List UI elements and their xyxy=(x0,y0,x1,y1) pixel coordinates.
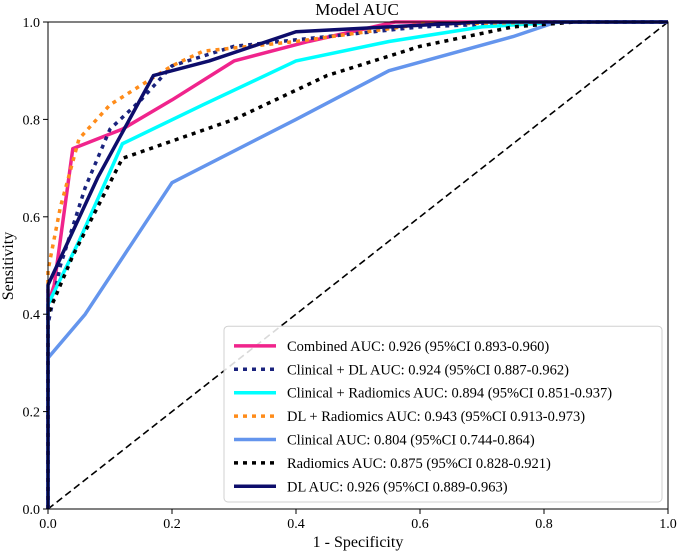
x-tick-label: 0.6 xyxy=(411,517,429,532)
legend-entry-label: Combined AUC: 0.926 (95%CI 0.893-0.960) xyxy=(287,339,549,355)
x-tick-label: 0.0 xyxy=(39,517,57,532)
y-tick-label: 1.0 xyxy=(23,16,41,31)
roc-curve-2 xyxy=(46,20,668,509)
x-tick-label: 0.2 xyxy=(163,517,181,532)
legend-entry-label: DL + Radiomics AUC: 0.943 (95%CI 0.913-0… xyxy=(287,409,585,425)
x-axis-label: 1 - Specificity xyxy=(313,534,404,551)
x-tick-label: 1.0 xyxy=(659,517,677,532)
y-tick-label: 0.0 xyxy=(23,503,41,518)
roc-curve-1 xyxy=(46,20,668,509)
y-tick-label: 0.6 xyxy=(23,211,41,226)
plot-frame xyxy=(47,21,669,510)
axis-ticks: 0.0 0.2 0.4 0.6 0.8 1.0 0.0 0.2 0.4 0.6 0.8 1.0 xyxy=(23,16,677,532)
y-tick-label: 0.2 xyxy=(23,406,41,421)
chart-title: Model AUC xyxy=(315,0,399,19)
legend-entry-label: DL AUC: 0.926 (95%CI 0.889-0.963) xyxy=(287,479,508,495)
legend-entry-label: Clinical + Radiomics AUC: 0.894 (95%CI 0… xyxy=(287,386,612,402)
roc-curve-4 xyxy=(46,20,668,509)
x-tick-label: 0.8 xyxy=(535,517,553,532)
legend-entry-label: Clinical AUC: 0.804 (95%CI 0.744-0.864) xyxy=(287,433,535,449)
legend-box xyxy=(223,325,663,503)
roc-curve-6 xyxy=(46,20,668,509)
legend-entry-label: Clinical + DL AUC: 0.924 (95%CI 0.887-0.… xyxy=(287,362,569,378)
plot-area xyxy=(46,20,669,510)
legend-entry-label: Radiomics AUC: 0.875 (95%CI 0.828-0.921) xyxy=(287,456,551,472)
legend: Combined AUC: 0.926 (95%CI 0.893-0.960) C… xyxy=(223,325,663,503)
y-axis-label: Sensitivity xyxy=(0,232,17,300)
roc-curve-5 xyxy=(46,20,668,509)
y-tick-label: 0.8 xyxy=(23,113,41,128)
y-tick-label: 0.4 xyxy=(23,308,41,323)
x-tick-label: 0.4 xyxy=(287,517,305,532)
roc-curve-3 xyxy=(46,20,668,509)
